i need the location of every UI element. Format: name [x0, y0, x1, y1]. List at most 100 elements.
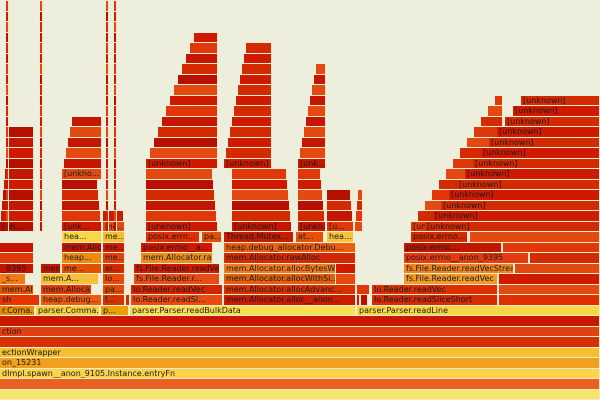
stack-frame[interactable]: posix.errno__anon_9395: [404, 253, 529, 264]
stack-frame[interactable]: [114, 64, 117, 75]
stack-frame[interactable]: [unknown]: [441, 200, 600, 211]
stack-frame[interactable]: me...: [62, 263, 102, 274]
stack-frame[interactable]: [327, 190, 351, 201]
stack-frame[interactable]: mem.Alloca...: [41, 284, 92, 295]
stack-frame[interactable]: [0, 337, 600, 348]
stack-frame[interactable]: [103, 211, 124, 222]
stack-frame[interactable]: [6, 85, 9, 96]
stack-frame[interactable]: [146, 211, 217, 222]
stack-frame[interactable]: [106, 221, 109, 232]
stack-frame[interactable]: fs.File.Reader.readVec: [134, 263, 220, 274]
stack-frame[interactable]: [114, 11, 117, 22]
stack-frame[interactable]: [238, 85, 272, 96]
stack-frame[interactable]: fs.File.Reader.readVecStreaming: [404, 263, 514, 274]
stack-frame[interactable]: [40, 22, 43, 33]
stack-frame[interactable]: [499, 274, 600, 285]
stack-frame[interactable]: [106, 64, 109, 75]
stack-frame[interactable]: p...: [101, 305, 129, 316]
stack-frame[interactable]: [106, 148, 109, 159]
stack-frame[interactable]: [232, 179, 288, 190]
stack-frame[interactable]: dImpl.spawn__anon_9105.Instance.entryFn: [0, 368, 600, 379]
stack-frame[interactable]: [6, 106, 9, 117]
stack-frame[interactable]: [6, 64, 9, 75]
stack-frame[interactable]: [114, 106, 117, 117]
stack-frame[interactable]: ar...: [103, 263, 125, 274]
stack-frame[interactable]: [298, 179, 322, 190]
stack-frame[interactable]: [114, 22, 117, 33]
stack-frame[interactable]: [298, 169, 321, 180]
stack-frame[interactable]: mem.Allocator.rawAlloc: [224, 253, 356, 264]
stack-frame[interactable]: [232, 211, 291, 222]
stack-frame[interactable]: mem.Allocator.rawAlloc: [141, 253, 213, 264]
stack-frame[interactable]: heap...: [62, 253, 102, 264]
stack-frame[interactable]: parser.Comma...: [36, 305, 100, 316]
stack-frame[interactable]: pa...: [202, 232, 222, 243]
stack-frame[interactable]: ectionWrapper: [0, 347, 600, 358]
stack-frame[interactable]: [62, 211, 101, 222]
stack-frame[interactable]: [40, 179, 43, 190]
stack-frame[interactable]: Thread.Mutex...: [224, 232, 294, 243]
stack-frame[interactable]: [unknown]: [232, 221, 292, 232]
stack-frame[interactable]: [308, 106, 326, 117]
stack-frame[interactable]: I...: [103, 295, 125, 306]
stack-frame[interactable]: [unkno...: [62, 169, 102, 180]
stack-frame[interactable]: [40, 85, 43, 96]
stack-frame[interactable]: on_15231: [0, 358, 600, 369]
stack-frame[interactable]: Io...: [103, 274, 125, 285]
stack-frame[interactable]: [234, 106, 272, 117]
stack-frame[interactable]: [1, 211, 34, 222]
stack-frame[interactable]: [230, 127, 272, 138]
stack-frame[interactable]: [106, 1, 109, 12]
stack-frame[interactable]: [72, 116, 102, 127]
stack-frame[interactable]: [6, 32, 9, 43]
stack-frame[interactable]: [146, 179, 214, 190]
stack-frame[interactable]: [6, 158, 9, 169]
stack-frame[interactable]: [126, 295, 130, 306]
stack-frame[interactable]: Io.Reader.readSliceShort: [372, 295, 498, 306]
stack-frame[interactable]: [unknown]: [473, 158, 600, 169]
stack-frame[interactable]: [114, 158, 117, 169]
stack-frame[interactable]: [40, 74, 43, 85]
stack-frame[interactable]: [166, 106, 218, 117]
stack-frame[interactable]: [114, 190, 117, 201]
stack-frame[interactable]: [unknown]: [425, 221, 600, 232]
stack-frame[interactable]: [2, 200, 34, 211]
stack-frame[interactable]: [6, 22, 9, 33]
stack-frame[interactable]: [40, 221, 43, 232]
stack-frame[interactable]: [40, 190, 43, 201]
stack-frame[interactable]: [106, 127, 109, 138]
stack-frame[interactable]: [174, 85, 218, 96]
stack-frame[interactable]: mem.Allocator.allocBytesW...: [224, 263, 336, 274]
stack-frame[interactable]: [106, 179, 109, 190]
stack-frame[interactable]: [0, 316, 600, 327]
stack-frame[interactable]: [499, 295, 600, 306]
stack-frame[interactable]: [495, 95, 503, 106]
stack-frame[interactable]: [unknown]: [497, 127, 600, 138]
stack-frame[interactable]: [unkn...: [298, 221, 326, 232]
stack-frame[interactable]: [194, 32, 218, 43]
stack-frame[interactable]: at...: [296, 232, 324, 243]
stack-frame[interactable]: [unknown]: [521, 95, 600, 106]
stack-frame[interactable]: [327, 200, 352, 211]
stack-frame[interactable]: [6, 137, 9, 148]
stack-frame[interactable]: [unknown]: [481, 148, 600, 159]
stack-frame[interactable]: posix.errno__a...: [141, 242, 213, 253]
stack-frame[interactable]: [6, 11, 9, 22]
stack-frame[interactable]: [8, 137, 34, 148]
stack-frame[interactable]: [106, 106, 109, 117]
stack-frame[interactable]: [114, 179, 117, 190]
stack-frame[interactable]: [312, 85, 326, 96]
stack-frame[interactable]: [114, 200, 117, 211]
stack-frame[interactable]: [178, 74, 218, 85]
stack-frame[interactable]: me...: [103, 253, 125, 264]
stack-frame[interactable]: [40, 43, 43, 54]
stack-frame[interactable]: [40, 148, 43, 159]
stack-frame[interactable]: [106, 11, 109, 22]
stack-frame[interactable]: [6, 221, 9, 232]
stack-frame[interactable]: r.Coma...: [0, 305, 35, 316]
stack-frame[interactable]: parser.Parser.readLine: [357, 305, 600, 316]
stack-frame[interactable]: [u...: [327, 221, 354, 232]
stack-frame[interactable]: [106, 200, 109, 211]
stack-frame[interactable]: [40, 53, 43, 64]
stack-frame[interactable]: [236, 95, 272, 106]
